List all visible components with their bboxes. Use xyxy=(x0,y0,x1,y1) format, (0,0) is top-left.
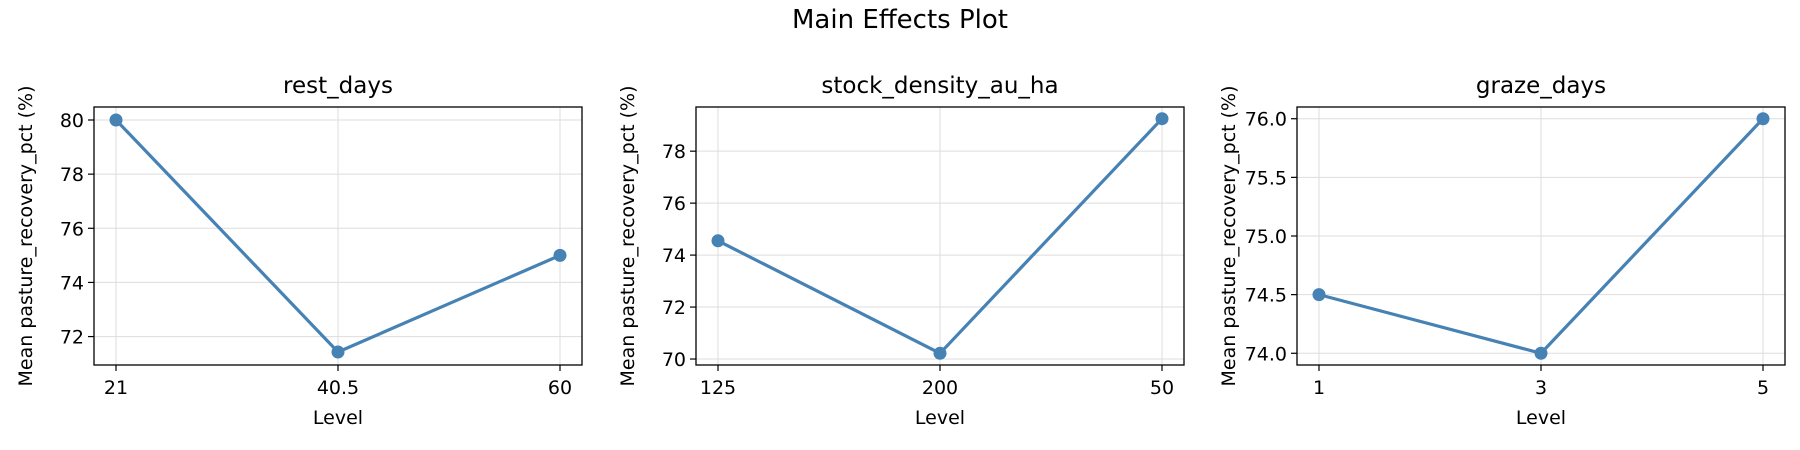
y-tick-label: 76.0 xyxy=(1245,109,1287,131)
x-tick-label: 1 xyxy=(1313,377,1325,399)
panel-title: graze_days xyxy=(1476,73,1606,99)
data-point xyxy=(1155,112,1169,126)
x-tick-label: 3 xyxy=(1535,377,1547,399)
figure-title: Main Effects Plot xyxy=(792,5,1008,35)
data-point xyxy=(109,113,123,127)
x-tick-label: 40.5 xyxy=(317,377,359,399)
data-point xyxy=(711,234,725,248)
data-point xyxy=(933,346,947,360)
y-tick-label: 74 xyxy=(60,272,84,294)
panel-title: stock_density_au_ha xyxy=(821,73,1058,99)
x-tick-label: 50 xyxy=(1150,377,1174,399)
y-tick-label: 75.0 xyxy=(1245,226,1287,248)
x-axis-label: Level xyxy=(915,407,965,429)
y-tick-label: 76 xyxy=(60,218,84,240)
y-axis-label: Mean pasture_recovery_pct (%) xyxy=(1218,85,1240,386)
y-tick-label: 72 xyxy=(60,327,84,349)
y-tick-label: 78 xyxy=(662,141,686,163)
panel-2: 70 72 74 76 78 125 200 50 stock_density_au_ha Lev… xyxy=(617,73,1185,429)
y-tick-label: 70 xyxy=(662,349,686,371)
x-tick-label: 200 xyxy=(922,377,958,399)
y-tick-label: 72 xyxy=(662,297,686,319)
data-point xyxy=(1312,288,1326,302)
x-axis-label: Level xyxy=(313,407,363,429)
x-tick-label: 60 xyxy=(548,377,572,399)
y-tick-label: 74 xyxy=(662,245,686,267)
panels: 72 74 76 78 80 21 40.5 60 rest_days Level Mean pas… xyxy=(15,73,1786,429)
x-tick-label: 5 xyxy=(1757,377,1769,399)
data-point xyxy=(1756,112,1770,126)
y-tick-label: 75.5 xyxy=(1245,167,1287,189)
data-point xyxy=(331,345,345,359)
x-axis-label: Level xyxy=(1516,407,1566,429)
panel-title: rest_days xyxy=(283,73,393,99)
y-axis-label: Mean pasture_recovery_pct (%) xyxy=(15,85,37,386)
y-axis-label: Mean pasture_recovery_pct (%) xyxy=(617,85,639,386)
data-point xyxy=(1534,346,1548,360)
y-tick-label: 80 xyxy=(60,110,84,132)
y-tick-label: 76 xyxy=(662,193,686,215)
y-tick-label: 74.0 xyxy=(1245,343,1287,365)
panel-1: 72 74 76 78 80 21 40.5 60 rest_days Level Mean pas… xyxy=(15,73,583,429)
panel-3: 74.0 74.5 75.0 75.5 76.0 1 3 5 graze_days Level Me… xyxy=(1218,73,1786,429)
x-tick-label: 125 xyxy=(700,377,736,399)
y-tick-label: 74.5 xyxy=(1245,285,1287,307)
y-tick-label: 78 xyxy=(60,164,84,186)
x-tick-label: 21 xyxy=(104,377,128,399)
data-point xyxy=(553,248,567,262)
